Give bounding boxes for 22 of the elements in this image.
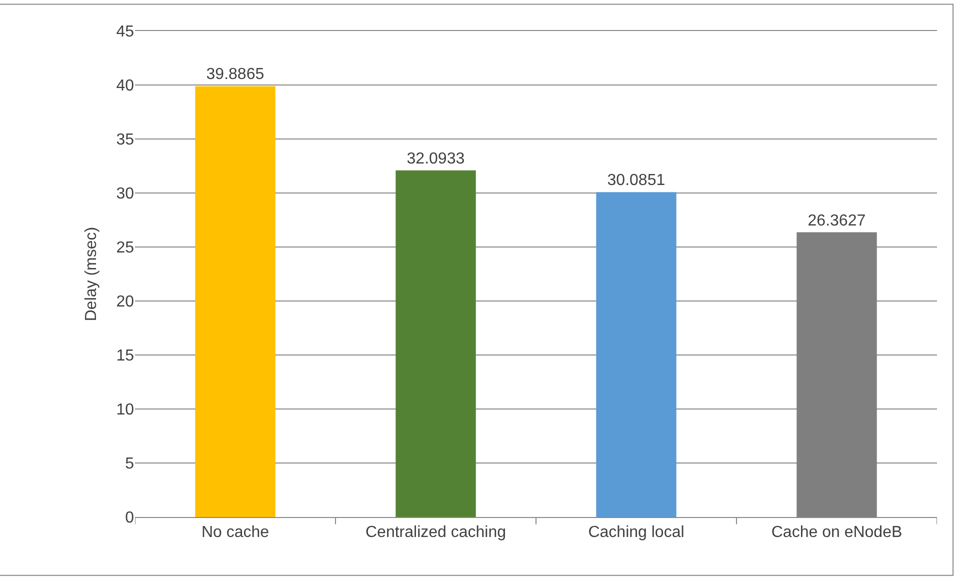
x-tick-label: No cache — [201, 524, 270, 542]
y-tick-label: 45 — [116, 24, 134, 41]
y-tick-label: 15 — [116, 348, 134, 365]
data-label: 30.0851 — [607, 172, 666, 190]
y-tick-label: 40 — [116, 78, 134, 95]
bar — [596, 192, 676, 517]
data-label: 26.3627 — [808, 212, 866, 230]
y-tick-label: 5 — [125, 456, 134, 473]
bar — [396, 170, 476, 517]
y-axis-title: Delay (msec) — [83, 226, 100, 322]
y-tick-label: 25 — [116, 240, 134, 257]
x-tick-label: Centralized caching — [365, 524, 506, 542]
y-tick-label: 0 — [125, 510, 134, 527]
data-label: 39.8865 — [206, 66, 264, 84]
y-tick-label: 10 — [116, 402, 134, 419]
x-tick-label: Caching local — [588, 524, 684, 542]
data-label: 32.0933 — [406, 150, 465, 168]
y-tick-label: 35 — [116, 132, 134, 149]
bar — [195, 86, 276, 517]
x-tick-label: Cache on eNodeB — [771, 524, 902, 542]
y-tick-label: 30 — [116, 186, 134, 203]
y-tick-label: 20 — [116, 294, 134, 311]
